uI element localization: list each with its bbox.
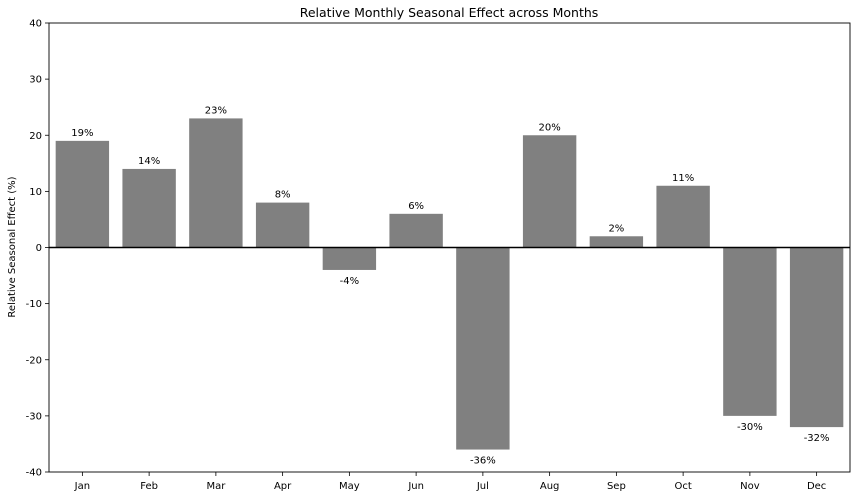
data-label-nov: -30%	[737, 422, 763, 433]
x-axis-ticks: Jan Feb Mar Apr May Jun Jul Aug Sep Oct Nov Dec	[74, 472, 826, 492]
bar-jul	[456, 247, 510, 450]
y-tick-label: 0	[36, 243, 42, 254]
y-tick-label: 40	[29, 19, 42, 30]
bar-sep	[589, 236, 644, 248]
x-tick-label-sep: Sep	[607, 481, 626, 492]
y-tick-label: -30	[26, 411, 42, 422]
bar-dec	[789, 247, 844, 428]
x-tick-label-aug: Aug	[540, 481, 560, 492]
data-label-may: -4%	[340, 276, 359, 287]
bar-may	[322, 247, 377, 270]
y-axis-label: Relative Seasonal Effect (%)	[7, 176, 18, 317]
x-tick-label-jul: Jul	[476, 481, 489, 492]
x-tick-label-jan: Jan	[74, 481, 90, 492]
y-tick-label: -40	[26, 468, 42, 479]
x-tick-label-dec: Dec	[807, 481, 826, 492]
y-tick-label: -20	[26, 355, 42, 366]
bar-apr	[255, 202, 310, 248]
chart-title: Relative Monthly Seasonal Effect across …	[300, 5, 599, 20]
data-label-mar: 23%	[205, 105, 227, 116]
x-tick-label-feb: Feb	[140, 481, 158, 492]
data-label-jul: -36%	[470, 456, 496, 467]
bar-jan	[55, 140, 110, 248]
y-tick-label: -10	[26, 299, 42, 310]
bar-feb	[122, 168, 176, 248]
data-label-sep: 2%	[608, 223, 624, 234]
bar-mar	[189, 118, 243, 248]
x-tick-label-may: May	[339, 481, 360, 492]
x-tick-label-oct: Oct	[674, 481, 691, 492]
data-label-oct: 11%	[672, 173, 694, 184]
bars-layer	[55, 118, 844, 450]
bar-oct	[656, 185, 710, 248]
data-label-jun: 6%	[408, 201, 424, 212]
data-label-apr: 8%	[275, 190, 291, 201]
data-label-aug: 20%	[539, 122, 561, 133]
y-tick-label: 10	[29, 187, 42, 198]
y-axis-ticks: -40 -30 -20 -10 0 10 20 30 40	[26, 19, 49, 479]
y-tick-label: 20	[29, 131, 42, 142]
x-tick-label-jun: Jun	[407, 481, 424, 492]
x-tick-label-nov: Nov	[740, 481, 760, 492]
x-tick-label-apr: Apr	[274, 481, 292, 492]
x-tick-label-mar: Mar	[206, 481, 226, 492]
bar-nov	[723, 247, 777, 416]
data-label-feb: 14%	[138, 156, 160, 167]
y-tick-label: 30	[29, 75, 42, 86]
bar-jun	[389, 213, 443, 248]
data-label-jan: 19%	[71, 128, 93, 139]
bar-aug	[522, 135, 577, 248]
data-label-dec: -32%	[804, 433, 830, 444]
data-labels-layer: 19% 14% 23% 8% -4% 6% -36% 20% 2% 11% -30% -32%	[71, 105, 829, 466]
